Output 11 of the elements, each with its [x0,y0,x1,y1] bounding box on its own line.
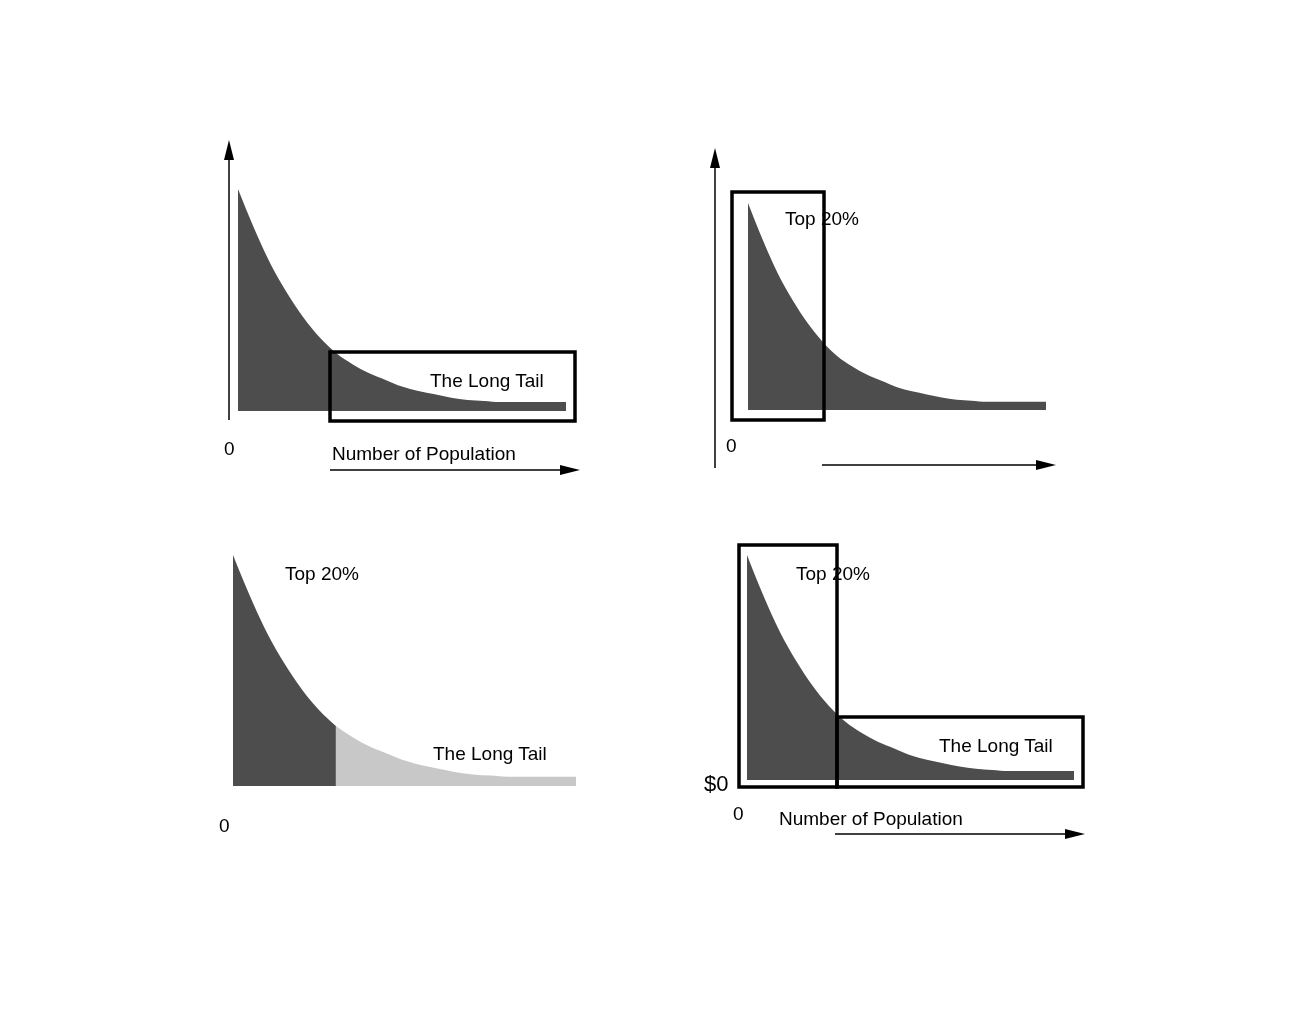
annotation: The Long Tail [939,735,1053,756]
x-axis-title: Number of Population [332,443,516,464]
text: 0 [224,438,235,459]
annotation: The Long Tail [433,743,547,764]
text: 0 [219,815,230,836]
x-axis-title: Number of Population [779,808,963,829]
annotation: Top 20% [285,563,360,584]
text: 0 [726,435,737,456]
text: 0 [733,803,744,824]
annotation: The Long Tail [430,370,544,391]
text: $0 [704,771,729,796]
